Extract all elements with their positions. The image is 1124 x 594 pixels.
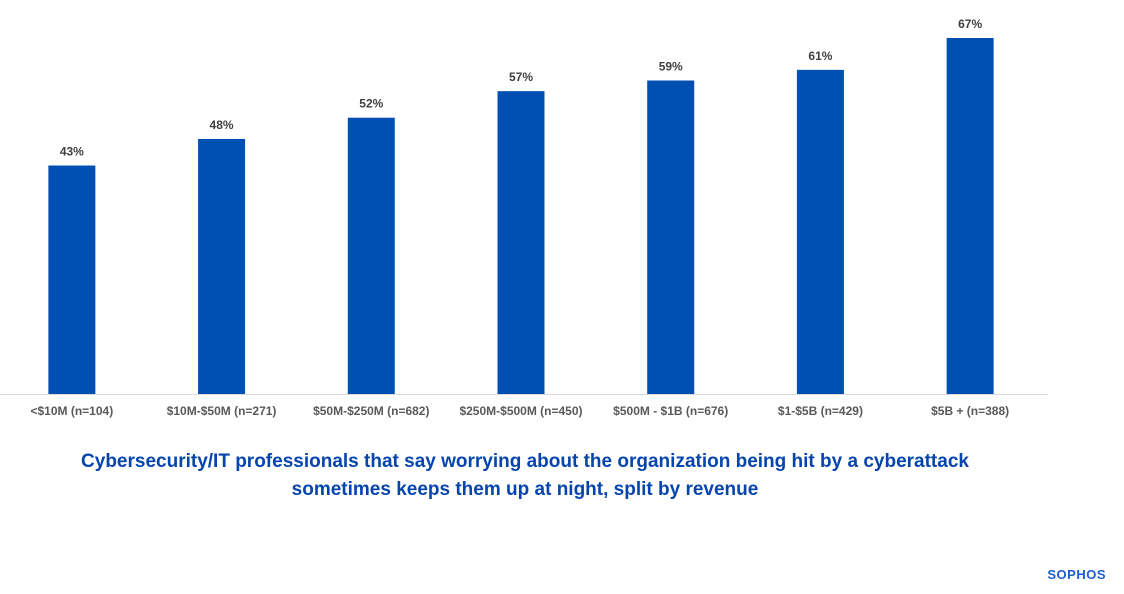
chart-title: Cybersecurity/IT professionals that say … (0, 448, 1050, 504)
bar (198, 138, 246, 394)
x-tick-label: $50M-$250M (n=682) (313, 404, 429, 418)
bar (347, 117, 395, 395)
bar (946, 38, 994, 394)
data-label: 57% (509, 70, 533, 84)
bar-chart: 43% 48% 52% 57% 59% 61% 67% <$10M (n=104) $10M-… (0, 17, 1048, 418)
chart-title-line-1: Cybersecurity/IT professionals that say … (81, 451, 969, 472)
bar (647, 80, 695, 395)
data-label: 43% (60, 145, 84, 159)
bar (497, 91, 545, 394)
bar (48, 165, 96, 394)
x-tick-label: $1-$5B (n=429) (778, 404, 863, 418)
data-label: 52% (359, 97, 383, 111)
data-label: 59% (659, 60, 683, 74)
bar (796, 69, 844, 394)
sophos-logo: SOPHOS (1047, 567, 1106, 582)
x-tick-label: $500M - $1B (n=676) (613, 404, 728, 418)
x-tick-label: $5B + (n=388) (931, 404, 1009, 418)
data-label: 61% (808, 49, 832, 63)
chart-title-line-2: sometimes keeps them up at night, split … (291, 479, 759, 500)
data-label: 48% (210, 118, 234, 132)
x-tick-label: $10M-$50M (n=271) (167, 404, 277, 418)
x-tick-label: <$10M (n=104) (30, 404, 113, 418)
data-label: 67% (958, 17, 982, 31)
x-tick-label: $250M-$500M (n=450) (459, 404, 582, 418)
